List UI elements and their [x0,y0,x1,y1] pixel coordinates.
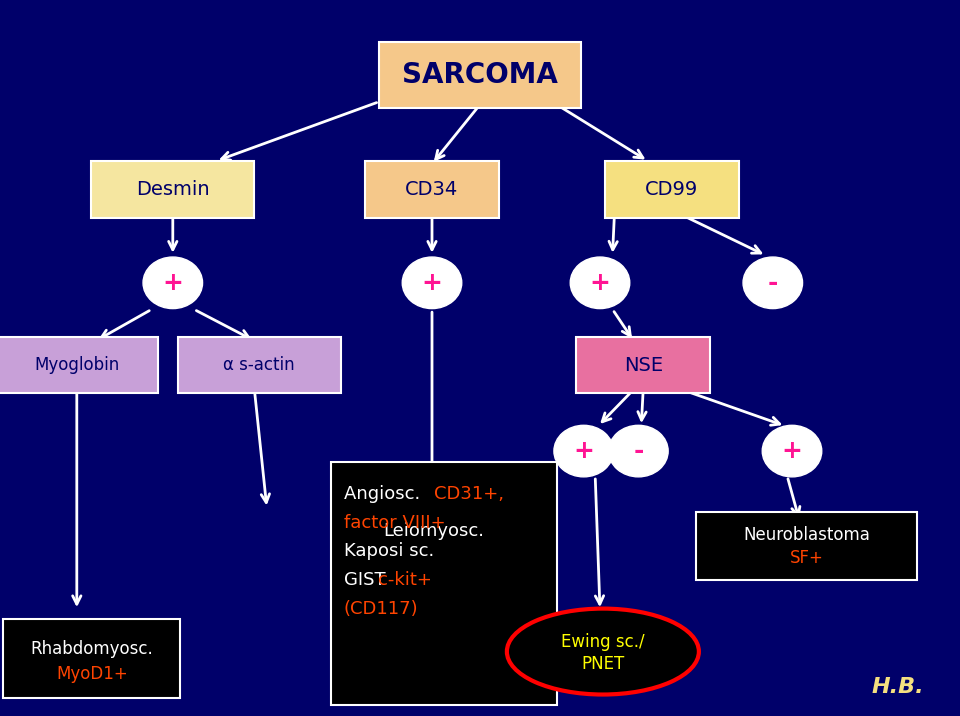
Ellipse shape [570,257,630,309]
Text: Desmin: Desmin [136,180,209,199]
Ellipse shape [609,425,668,477]
Text: factor VIII+: factor VIII+ [344,513,445,532]
Text: Rhabdomyosc.: Rhabdomyosc. [31,640,154,659]
FancyBboxPatch shape [0,337,158,393]
Ellipse shape [554,425,613,477]
Text: +: + [781,439,803,463]
Text: Neuroblastoma: Neuroblastoma [743,526,870,544]
Ellipse shape [402,257,462,309]
FancyBboxPatch shape [331,462,557,705]
Text: Myoglobin: Myoglobin [35,356,119,374]
Text: +: + [589,271,611,295]
Text: Leiomyosc.: Leiomyosc. [383,521,485,540]
FancyBboxPatch shape [696,512,917,580]
Text: SF+: SF+ [789,549,824,568]
Text: Ewing sc./: Ewing sc./ [561,633,645,652]
Text: GIST: GIST [344,571,391,589]
Text: (CD117): (CD117) [344,599,419,618]
Text: NSE: NSE [624,356,662,374]
Text: +: + [421,271,443,295]
Text: +: + [162,271,183,295]
Text: c-kit+: c-kit+ [378,571,432,589]
Ellipse shape [743,257,803,309]
Ellipse shape [143,257,203,309]
FancyBboxPatch shape [3,619,180,698]
FancyBboxPatch shape [605,161,739,218]
FancyBboxPatch shape [91,161,254,218]
Text: +: + [573,439,594,463]
FancyBboxPatch shape [346,503,523,558]
Text: PNET: PNET [581,655,625,674]
Text: CD31+,: CD31+, [434,485,504,503]
Text: α s-actin: α s-actin [224,356,295,374]
Text: CD34: CD34 [405,180,459,199]
Text: -: - [768,271,778,295]
Text: Angiosc.: Angiosc. [344,485,425,503]
Text: -: - [634,439,643,463]
Text: CD99: CD99 [645,180,699,199]
FancyBboxPatch shape [178,337,341,393]
FancyBboxPatch shape [365,161,499,218]
Text: SARCOMA: SARCOMA [402,61,558,90]
Ellipse shape [762,425,822,477]
Ellipse shape [507,609,699,695]
Text: Kaposi sc.: Kaposi sc. [344,542,434,561]
FancyBboxPatch shape [576,337,710,393]
Text: H.B.: H.B. [872,677,924,697]
FancyBboxPatch shape [379,42,581,108]
Text: MyoD1+: MyoD1+ [57,665,128,684]
